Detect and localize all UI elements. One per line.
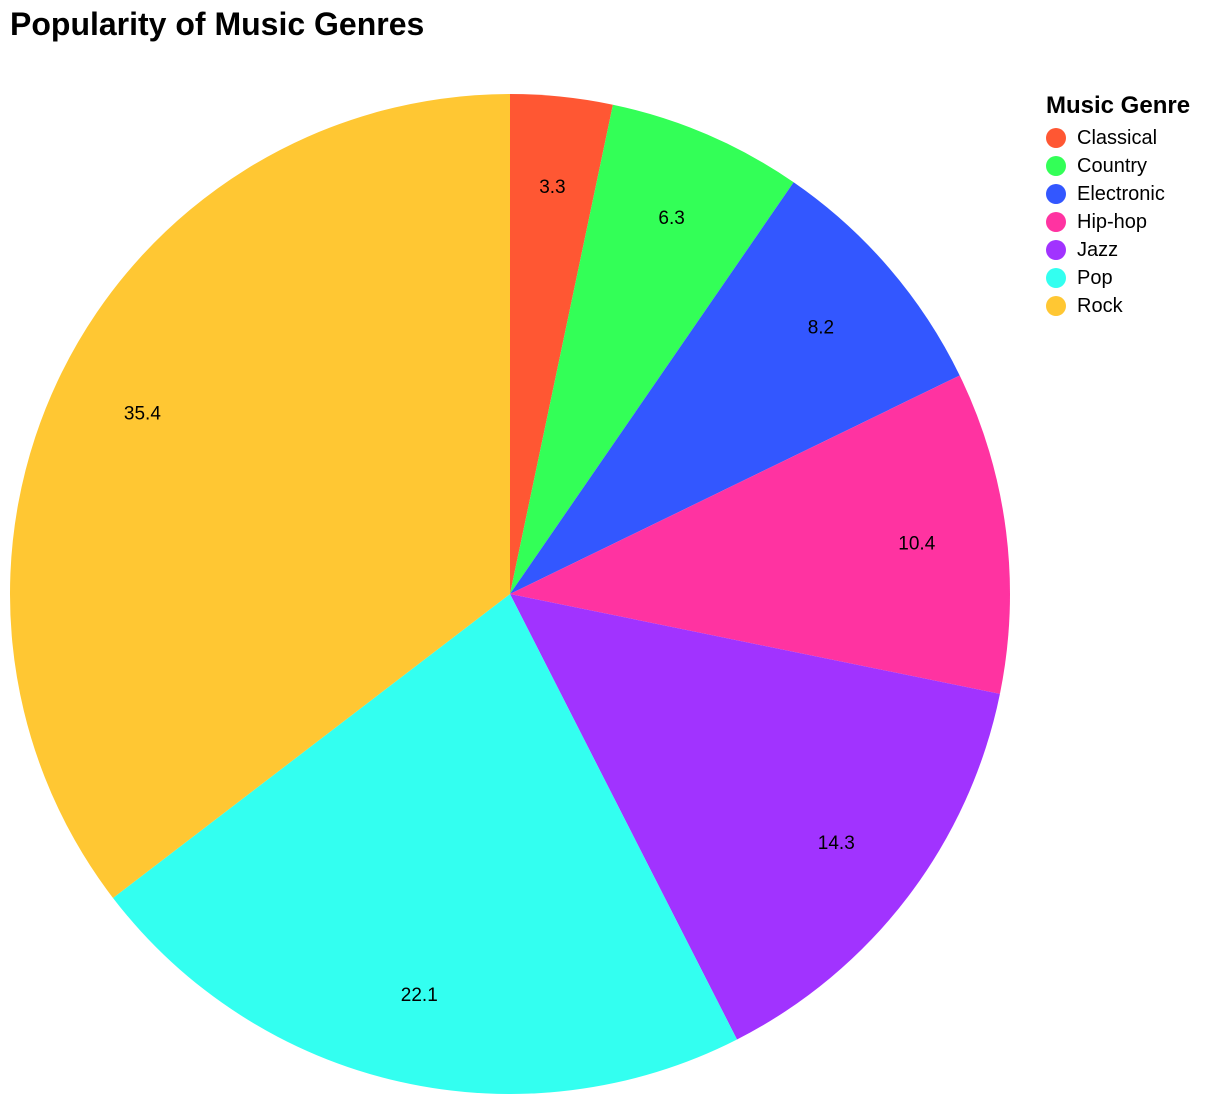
legend-item-rock: Rock <box>1046 292 1190 320</box>
pie-slice-hip-hop <box>510 375 1011 694</box>
legend-item-hip-hop: Hip-hop <box>1046 208 1190 236</box>
legend-swatch <box>1046 268 1066 288</box>
legend-label: Hip-hop <box>1077 210 1148 233</box>
pie-slice-country <box>510 104 794 595</box>
legend-label: Classical <box>1077 126 1158 149</box>
slice-value-label: 10.4 <box>898 534 935 555</box>
legend-swatch <box>1046 156 1066 176</box>
pie-slice-electronic <box>510 182 960 595</box>
chart-title: Popularity of Music Genres <box>10 6 425 42</box>
legend-label: Pop <box>1077 266 1113 289</box>
slice-value-label: 3.3 <box>539 177 565 198</box>
legend-item-jazz: Jazz <box>1046 236 1190 264</box>
legend-label: Electronic <box>1077 182 1165 205</box>
slice-value-label: 6.3 <box>658 208 684 229</box>
legend-label: Country <box>1077 154 1148 177</box>
legend-swatch <box>1046 240 1066 260</box>
legend-item-electronic: Electronic <box>1046 180 1190 208</box>
pie-slice-rock <box>9 93 510 898</box>
legend-swatch <box>1046 184 1066 204</box>
legend-item-pop: Pop <box>1046 264 1190 292</box>
legend-label: Rock <box>1077 294 1123 317</box>
slice-value-label: 14.3 <box>818 833 855 854</box>
legend-item-classical: Classical <box>1046 124 1190 152</box>
legend-item-country: Country <box>1046 152 1190 180</box>
pie-slice-pop <box>113 594 737 1095</box>
slice-value-label: 22.1 <box>401 985 438 1006</box>
legend: Music Genre Classical Country Electronic Hi… <box>1046 92 1190 320</box>
slice-value-label: 8.2 <box>808 318 834 339</box>
slice-value-label: 35.4 <box>124 404 161 425</box>
legend-label: Jazz <box>1077 238 1119 261</box>
legend-swatch <box>1046 212 1066 232</box>
pie-slice-classical <box>510 94 613 594</box>
legend-swatch <box>1046 128 1066 148</box>
legend-title: Music Genre <box>1046 92 1191 119</box>
legend-swatch <box>1046 296 1066 316</box>
pie-slice-jazz <box>510 594 1000 1040</box>
